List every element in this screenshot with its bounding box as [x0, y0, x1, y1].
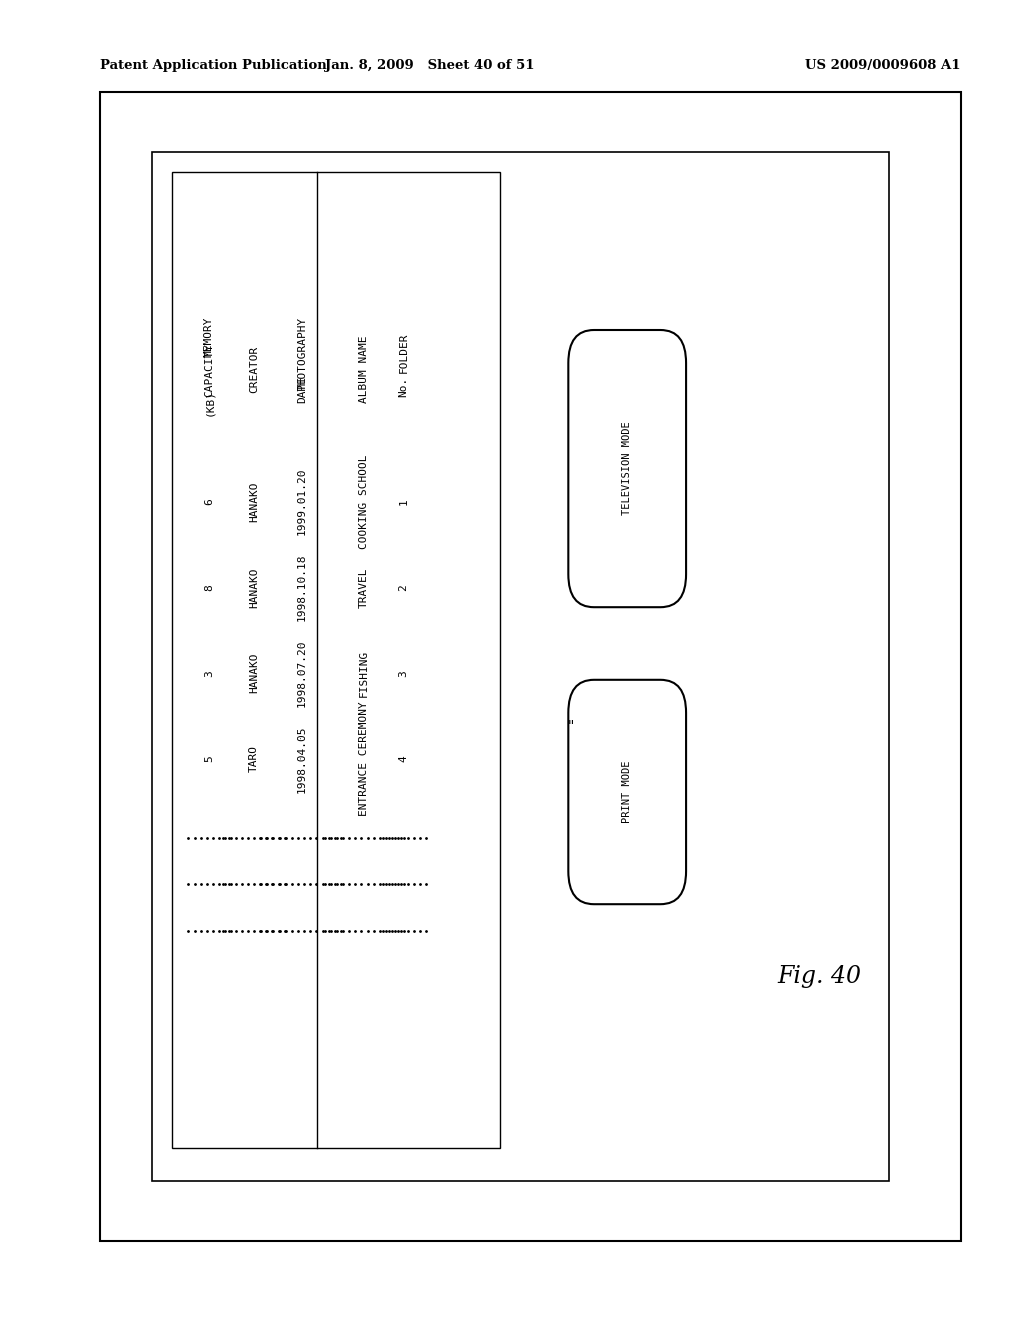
Text: Jan. 8, 2009   Sheet 40 of 51: Jan. 8, 2009 Sheet 40 of 51 — [326, 59, 535, 73]
Text: 1: 1 — [398, 498, 409, 506]
Text: 1999.01.20: 1999.01.20 — [297, 467, 307, 536]
Text: US 2009/0009608 A1: US 2009/0009608 A1 — [805, 59, 961, 73]
Text: FISHING: FISHING — [358, 649, 369, 697]
Text: HANAKO: HANAKO — [249, 482, 259, 521]
Text: 1998.04.05: 1998.04.05 — [297, 725, 307, 793]
Text: CAPACITY: CAPACITY — [204, 343, 214, 396]
Bar — [100, 92, 961, 1241]
Text: 6: 6 — [204, 498, 214, 506]
Text: PHOTOGRAPHY: PHOTOGRAPHY — [297, 315, 307, 389]
Text: 2: 2 — [398, 583, 409, 591]
Text: HANAKO: HANAKO — [249, 568, 259, 607]
Text: (KB): (KB) — [204, 389, 214, 416]
Text: TARO: TARO — [249, 746, 259, 772]
Text: No.: No. — [398, 376, 409, 397]
Text: ": " — [567, 719, 575, 733]
Text: ALBUM NAME: ALBUM NAME — [358, 335, 369, 404]
Text: 3: 3 — [398, 669, 409, 677]
Text: 8: 8 — [204, 583, 214, 591]
Text: ENTRANCE CEREMONY: ENTRANCE CEREMONY — [358, 702, 369, 816]
Text: Patent Application Publication: Patent Application Publication — [100, 59, 327, 73]
Text: DATE: DATE — [297, 376, 307, 403]
Text: FOLDER: FOLDER — [398, 333, 409, 372]
Text: MEMORY: MEMORY — [204, 317, 214, 356]
Text: TELEVISION MODE: TELEVISION MODE — [623, 421, 632, 516]
Bar — [152, 152, 889, 1181]
Text: Fig. 40: Fig. 40 — [777, 965, 861, 989]
Text: TRAVEL: TRAVEL — [358, 568, 369, 607]
Text: HANAKO: HANAKO — [249, 653, 259, 693]
Text: 1998.07.20: 1998.07.20 — [297, 639, 307, 708]
Text: COOKING SCHOOL: COOKING SCHOOL — [358, 454, 369, 549]
Text: 5: 5 — [204, 755, 214, 763]
Text: 3: 3 — [204, 669, 214, 677]
FancyBboxPatch shape — [568, 330, 686, 607]
Text: 4: 4 — [398, 755, 409, 763]
Text: CREATOR: CREATOR — [249, 346, 259, 393]
Text: PRINT MODE: PRINT MODE — [623, 760, 632, 824]
Text: 1998.10.18: 1998.10.18 — [297, 553, 307, 622]
FancyBboxPatch shape — [568, 680, 686, 904]
Bar — [172, 172, 500, 1148]
